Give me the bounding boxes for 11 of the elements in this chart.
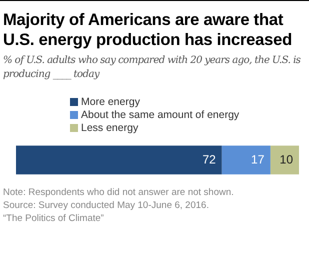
text: Note: Respondents who did not answer are not shown.: [3, 186, 235, 199]
data-label: 10: [280, 152, 294, 166]
legend-label: Less energy: [81, 122, 138, 134]
legend-label: More energy: [81, 96, 140, 108]
source-note: Source: Survey conducted May 10-June 6, 2016.: [3, 199, 210, 212]
chart-title: Majority of Americans are aware that U.S. energy production has increased: [3, 10, 293, 50]
legend-label: About the same amount of energy: [81, 108, 240, 120]
chart-subtitle: % of U.S. adults who say compared with 20 years ago, the U.S. is producing ____ today: [3, 54, 302, 82]
data-label: 72: [202, 152, 216, 166]
data-label: 17: [251, 152, 265, 166]
text: “The Politics of Climate”: [3, 212, 105, 225]
